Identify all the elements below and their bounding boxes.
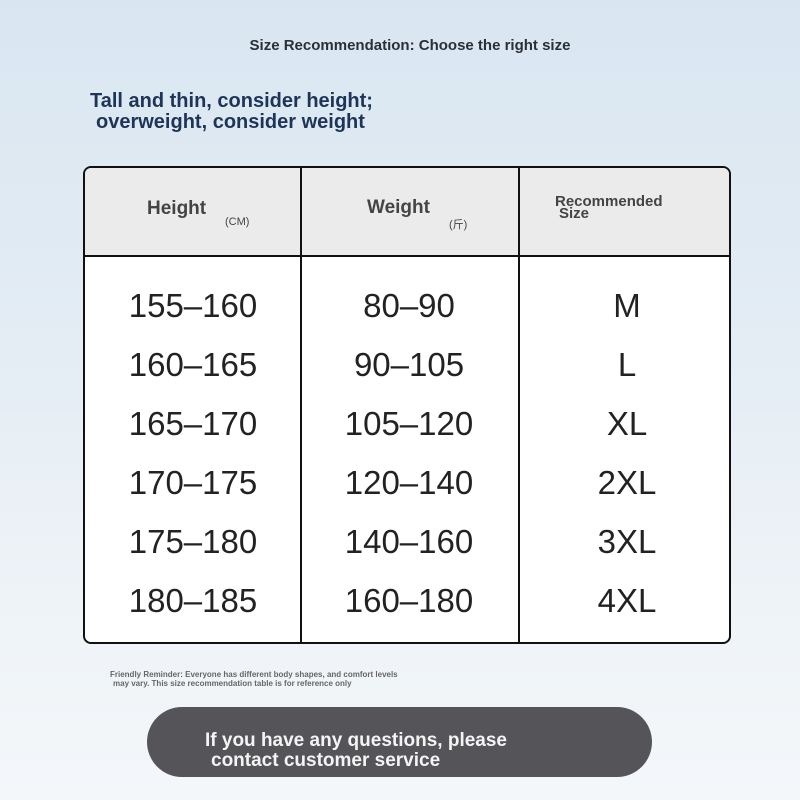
cta-line2: contact customer service <box>211 750 441 771</box>
height-cell: 165–170 <box>128 405 258 442</box>
contact-customer-service-button[interactable]: If you have any questions, please contac… <box>147 707 652 777</box>
weight-cell: 105–120 <box>344 405 474 442</box>
weight-cell: 80–90 <box>363 287 455 324</box>
size-table: Height (CM) Weight (斤) Recommended Size … <box>83 166 731 644</box>
weight-cell: 90–105 <box>353 346 465 383</box>
table-header-row <box>85 168 729 257</box>
size-cell: L <box>617 346 637 383</box>
height-cell: 170–175 <box>128 464 258 501</box>
sizing-tip-line1: Tall and thin, consider height; <box>90 90 373 112</box>
column-divider <box>300 168 302 642</box>
weight-cell: 160–180 <box>344 582 474 619</box>
weight-cell: 140–160 <box>344 523 474 560</box>
page-title: Size Recommendation: Choose the right si… <box>249 37 571 54</box>
height-cell: 180–185 <box>128 582 258 619</box>
size-cell: 2XL <box>597 464 657 501</box>
friendly-reminder: Friendly Reminder: Everyone has differen… <box>110 670 398 688</box>
header-height-unit: (CM) <box>225 216 250 228</box>
reminder-line2: may vary. This size recommendation table… <box>113 679 352 688</box>
height-cell: 175–180 <box>128 523 258 560</box>
header-weight: Weight <box>367 197 430 218</box>
weight-cell: 120–140 <box>344 464 474 501</box>
size-cell: 3XL <box>597 523 657 560</box>
header-recommended-size: Recommended Size <box>555 193 663 222</box>
size-cell: 4XL <box>597 582 657 619</box>
reminder-line1: Friendly Reminder: Everyone has differen… <box>110 670 398 679</box>
height-cell: 160–165 <box>128 346 258 383</box>
header-height: Height <box>147 198 207 219</box>
sizing-tip: Tall and thin, consider height; overweig… <box>90 91 373 133</box>
header-size-label: Size <box>559 205 590 222</box>
height-cell: 155–160 <box>128 287 258 324</box>
header-recommended-label: Recommended <box>555 193 663 210</box>
size-cell: M <box>613 287 641 324</box>
cta-line1: If you have any questions, please <box>205 730 507 751</box>
header-weight-unit: (斤) <box>449 219 468 231</box>
sizing-tip-line2: overweight, consider weight <box>96 111 365 133</box>
column-divider <box>518 168 520 642</box>
size-cell: XL <box>606 405 648 442</box>
